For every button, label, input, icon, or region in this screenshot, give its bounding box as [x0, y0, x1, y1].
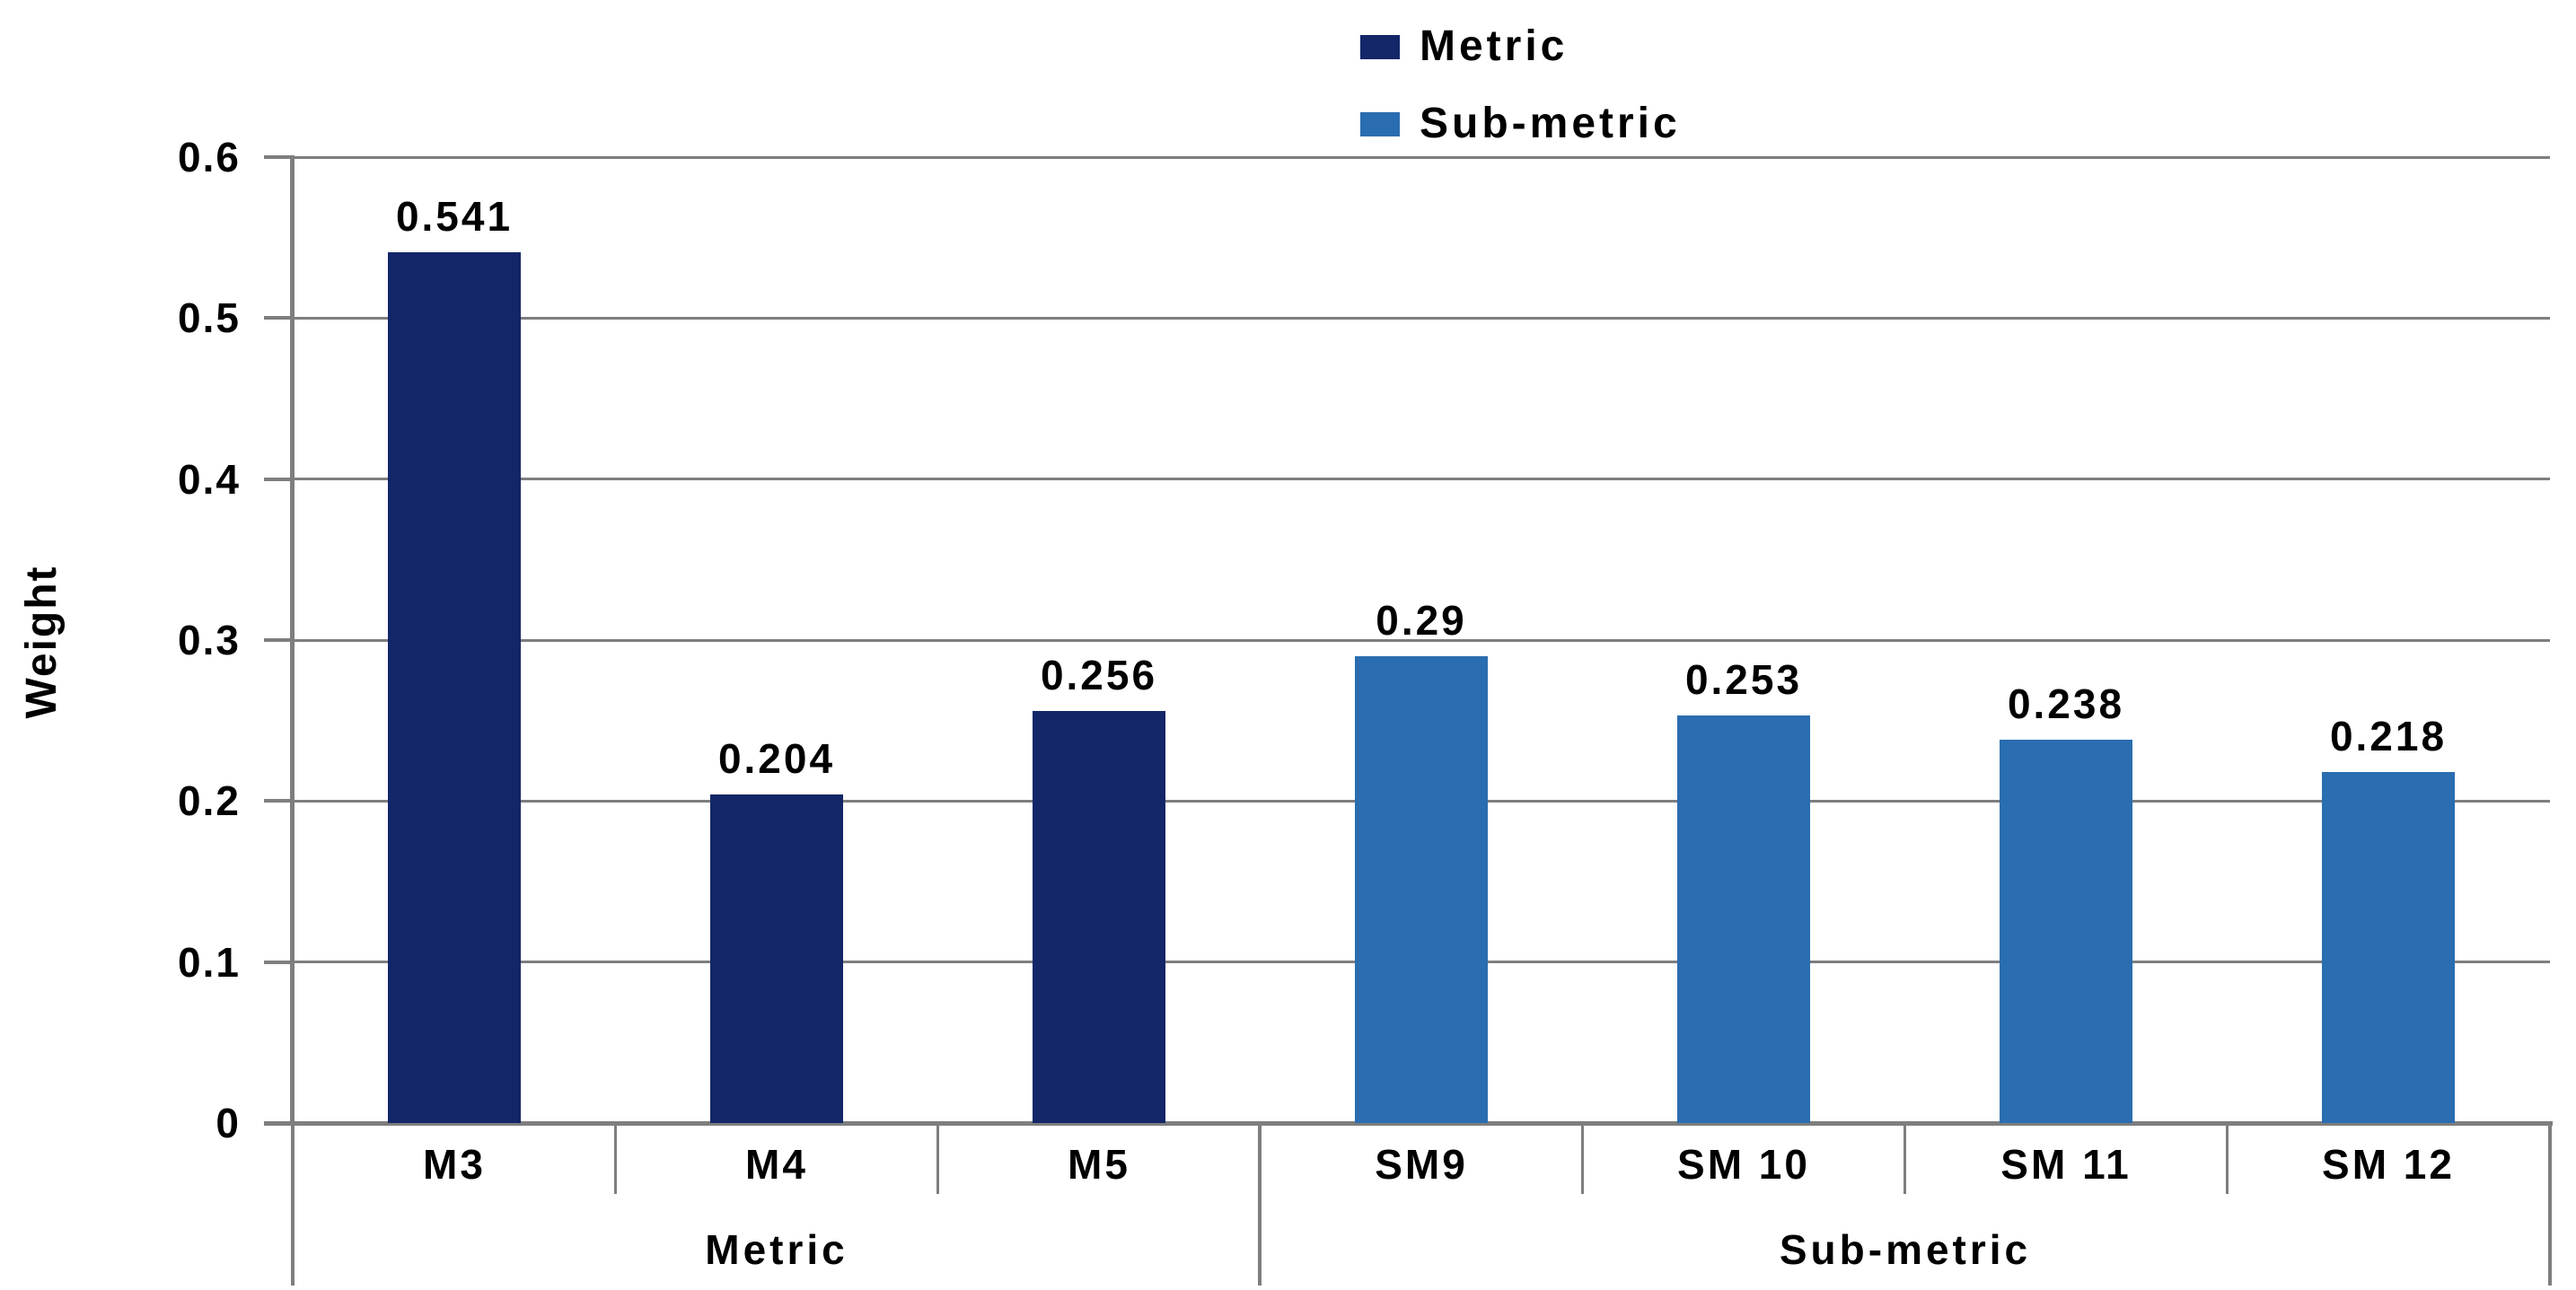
category-separator — [1903, 1123, 1906, 1194]
y-tick-mark — [264, 155, 295, 159]
chart-legend: Metric Sub-metric — [1360, 22, 1681, 176]
bar-M5 — [1033, 711, 1165, 1123]
y-tick-label: 0.6 — [178, 134, 241, 180]
y-tick-mark — [264, 316, 295, 320]
metric-series-swatch-icon — [1360, 34, 1400, 59]
bar-SM12 — [2322, 772, 2455, 1123]
y-tick-label: 0 — [215, 1100, 241, 1146]
legend-label-metric: Metric — [1420, 22, 1569, 70]
gridline — [293, 639, 2550, 642]
bar-value-label: 0.238 — [2007, 680, 2125, 727]
y-tick-mark — [264, 478, 295, 481]
bar-M3 — [388, 252, 521, 1123]
y-tick-label: 0.1 — [178, 939, 241, 986]
y-tick-mark — [264, 799, 295, 803]
bar-value-label: 0.204 — [717, 735, 836, 782]
category-label: M3 — [423, 1141, 486, 1188]
legend-item-submetric: Sub-metric — [1360, 99, 1681, 149]
category-label: SM 11 — [2000, 1141, 2132, 1188]
group-separator — [291, 1123, 295, 1286]
bar-value-label: 0.253 — [1684, 656, 1803, 703]
group-label: Sub-metric — [1779, 1226, 2032, 1273]
bar-value-label: 0.29 — [1376, 597, 1467, 644]
category-separator — [614, 1123, 617, 1194]
y-tick-label: 0.4 — [178, 456, 241, 503]
gridline — [293, 317, 2550, 320]
y-tick-mark — [264, 961, 295, 964]
bar-SM10 — [1677, 715, 1810, 1123]
y-tick-label: 0.5 — [178, 294, 241, 341]
category-label: M4 — [745, 1141, 808, 1188]
group-separator — [1258, 1123, 1262, 1286]
bar-SM11 — [2000, 740, 2132, 1123]
legend-item-metric: Metric — [1360, 22, 1681, 72]
category-label: M5 — [1068, 1141, 1130, 1188]
gridline — [293, 478, 2550, 480]
category-separator — [1581, 1123, 1584, 1194]
bar-SM9 — [1355, 656, 1488, 1123]
bar-value-label: 0.541 — [395, 193, 514, 240]
category-separator — [936, 1123, 939, 1194]
submetric-series-swatch-icon — [1360, 111, 1400, 136]
bar-value-label: 0.218 — [2329, 713, 2448, 759]
bar-value-label: 0.256 — [1040, 652, 1158, 698]
legend-label-submetric: Sub-metric — [1420, 100, 1681, 147]
bar-M4 — [710, 794, 843, 1123]
group-separator — [2548, 1123, 2552, 1286]
y-tick-mark — [264, 638, 295, 642]
y-tick-mark — [264, 1121, 295, 1125]
category-label: SM 12 — [2322, 1141, 2455, 1188]
x-axis-line — [264, 1121, 2553, 1126]
category-label: SM 10 — [1677, 1141, 1810, 1188]
category-label: SM9 — [1375, 1141, 1468, 1188]
category-separator — [2226, 1123, 2229, 1194]
y-tick-label: 0.2 — [178, 777, 241, 824]
gridline — [293, 156, 2550, 159]
group-label: Metric — [705, 1226, 848, 1273]
y-tick-label: 0.3 — [178, 617, 241, 663]
